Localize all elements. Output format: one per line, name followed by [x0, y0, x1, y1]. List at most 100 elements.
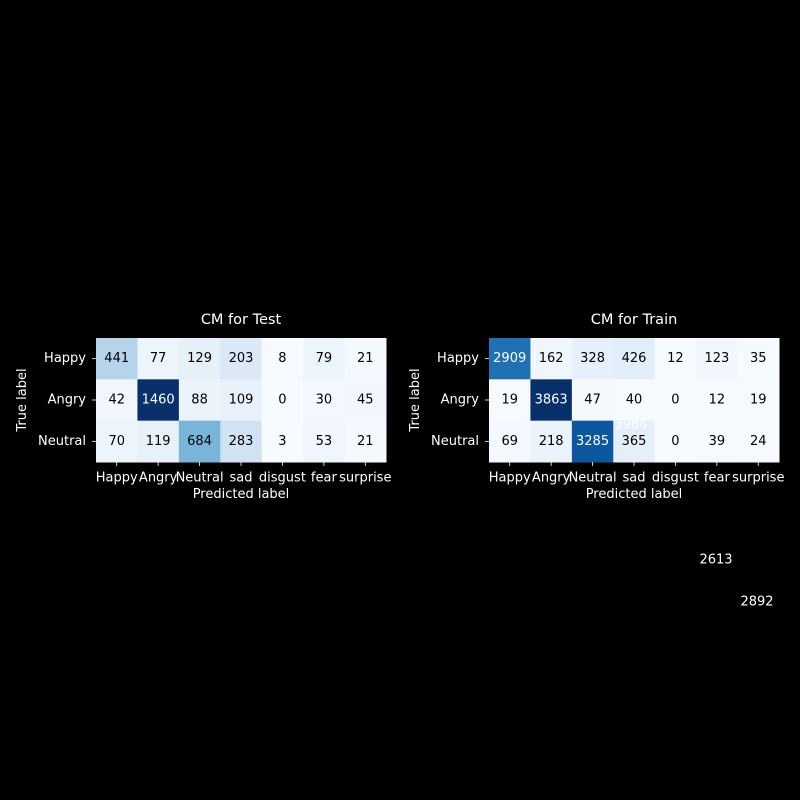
cell-value-label: 53 [316, 434, 333, 449]
cell-value-label: 88 [191, 393, 208, 408]
x-tick-label: Angry [139, 471, 178, 486]
y-tick-label: Happy [44, 351, 86, 366]
y-tick-label: Neutral [431, 434, 479, 449]
heatmap-cell [489, 420, 531, 463]
cell-value-label: 24 [750, 434, 767, 449]
cell-value-label: 365 [622, 434, 647, 449]
cell-value-label: 47 [584, 393, 601, 408]
cell-value-label: 12 [709, 393, 726, 408]
x-tick-label: surprise [339, 471, 391, 486]
heatmap-cell [303, 420, 346, 463]
heatmap-cell [344, 338, 387, 380]
heatmap-cell [137, 338, 180, 380]
cell-value-label: 684 [187, 434, 212, 449]
x-tick-label: Happy [96, 471, 138, 486]
x-axis-label: Predicted label [193, 487, 290, 502]
x-tick-label: Angry [532, 471, 571, 486]
cell-value-label: 0 [278, 393, 286, 408]
heatmap-cell [489, 338, 531, 380]
x-axis-label: Predicted label [586, 487, 683, 502]
heatmap-cell [530, 338, 573, 380]
y-axis-label: True label [15, 368, 30, 432]
heatmap-train: 2909 162 328 426 12 123 35 19 3863 47 40 0 12 19 69 218… [408, 312, 784, 502]
heatmap-cell [613, 379, 656, 422]
heatmap-cell [220, 379, 263, 422]
stray-label-2892: 2892 [740, 595, 773, 610]
cell-value-label: 79 [316, 351, 333, 366]
cell-value-label: 30 [316, 393, 333, 408]
heatmap-cell [613, 338, 656, 380]
cell-value-label: 39 [709, 434, 726, 449]
heatmap-cell [530, 379, 573, 422]
heatmap-cell [530, 420, 573, 463]
x-tick-label: sad [623, 471, 646, 486]
heatmap-cell [737, 379, 780, 422]
heatmap-cell [571, 420, 614, 463]
heatmap-cell [178, 379, 221, 422]
heatmap-cell [261, 379, 304, 422]
cell-value-label: 328 [580, 351, 605, 366]
heatmap-cell [220, 420, 263, 463]
heatmap-cell [137, 420, 180, 463]
x-tick-label: fear [704, 471, 731, 486]
heatmap-cell [137, 379, 180, 422]
heatmap-cell [654, 379, 697, 422]
cell-value-label: 69 [501, 434, 518, 449]
cell-value-label: 0 [671, 434, 679, 449]
x-tick-label: fear [311, 471, 338, 486]
heatmap-cell [654, 338, 697, 380]
cell-value-label: 21 [357, 434, 374, 449]
cell-value-label: 129 [187, 351, 212, 366]
x-tick-label: disgust [259, 471, 306, 486]
cell-value-label: 203 [229, 351, 254, 366]
chart-title: CM for Train [591, 312, 678, 328]
cell-value-label: 21 [357, 351, 374, 366]
heatmap-cell [571, 338, 614, 380]
cell-value-label: 218 [539, 434, 564, 449]
chart-title: CM for Test [201, 312, 282, 328]
heatmap-cell [261, 338, 304, 380]
cell-value-label: 8 [278, 351, 286, 366]
cell-value-label: 426 [622, 351, 647, 366]
heatmap-cell [303, 379, 346, 422]
cell-value-label: 2909 [493, 351, 526, 366]
y-tick-label: Neutral [38, 434, 86, 449]
heatmap-cell [96, 420, 138, 463]
x-tick-label: Happy [489, 471, 531, 486]
cell-value-label: 109 [229, 393, 254, 408]
heatmap-cell [696, 420, 739, 463]
x-tick-label: surprise [732, 471, 784, 486]
cell-value-label: 283 [229, 434, 254, 449]
heatmap-cell [96, 338, 138, 380]
cell-value-label: 77 [150, 351, 167, 366]
heatmap-cell [654, 420, 697, 463]
heatmap-cell [303, 338, 346, 380]
cell-value-label: 3863 [535, 393, 568, 408]
heatmap-cell [344, 379, 387, 422]
cell-value-label: 3285 [576, 434, 609, 449]
heatmap-test: 441 77 129 203 8 79 21 42 1460 88 109 0 30 45 70 119 684… [15, 312, 391, 502]
cell-value-label: 42 [108, 393, 125, 408]
cell-value-label: 3 [278, 434, 286, 449]
y-tick-label: Angry [48, 393, 87, 408]
heatmap-cell [261, 420, 304, 463]
heatmap-cell [178, 420, 221, 463]
heatmap-cell [613, 420, 656, 463]
heatmap-cell [220, 338, 263, 380]
heatmap-cell [737, 420, 780, 463]
cell-value-label: 19 [501, 393, 518, 408]
cell-value-label: 119 [146, 434, 171, 449]
x-tick-label: Neutral [569, 471, 617, 486]
cell-value-label: 12 [667, 351, 684, 366]
cell-value-label: 162 [539, 351, 564, 366]
cell-value-label: 70 [108, 434, 125, 449]
heatmap-cell [696, 379, 739, 422]
cell-value-label: 35 [750, 351, 767, 366]
heatmap-cell [571, 379, 614, 422]
cell-value-label: 0 [671, 393, 679, 408]
heatmap-cell [178, 338, 221, 380]
cell-value-label: 123 [704, 351, 729, 366]
cell-value-label: 1460 [142, 393, 175, 408]
